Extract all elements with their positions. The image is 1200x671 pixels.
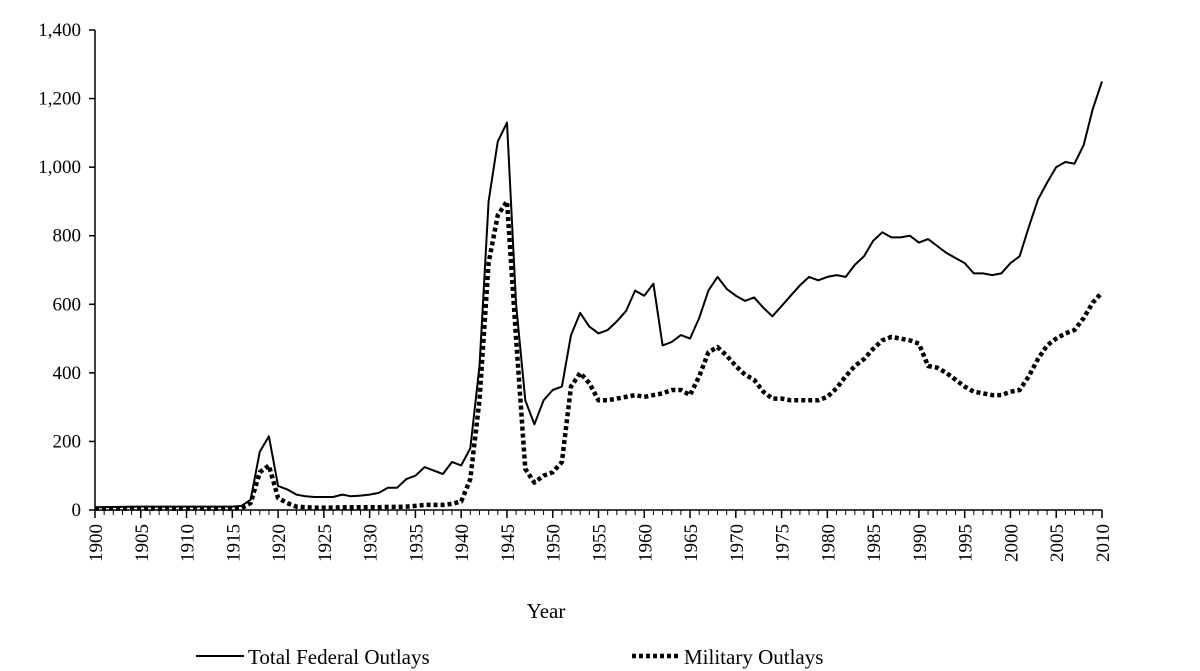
x-tick-label: 1970 — [727, 524, 748, 562]
military-outlays-line — [95, 199, 1104, 511]
x-tick-label: 2000 — [1001, 524, 1022, 562]
y-tick-label: 400 — [53, 363, 82, 384]
y-tick-label: 200 — [53, 431, 82, 452]
x-tick-label: 1925 — [315, 524, 336, 562]
y-tick-label: 1,400 — [38, 20, 81, 41]
y-axis-ticks: 0 200 400 600 800 1,000 1,200 1,400 — [38, 20, 95, 521]
y-tick-label: 0 — [72, 500, 82, 521]
x-tick-label: 2005 — [1047, 524, 1068, 562]
legend-label: Total Federal Outlays — [248, 645, 430, 669]
x-tick-label: 1945 — [498, 524, 519, 562]
x-tick-label: 2010 — [1093, 524, 1114, 562]
x-tick-label: 1920 — [269, 524, 290, 562]
x-tick-label: 1950 — [544, 524, 565, 562]
x-axis-title: Year — [527, 599, 566, 623]
x-tick-label: 1960 — [635, 524, 656, 562]
legend: Total Federal Outlays Military Outlays — [196, 645, 823, 669]
x-tick-label: 1980 — [818, 524, 839, 562]
x-tick-label: 1905 — [132, 524, 153, 562]
legend-label: Military Outlays — [684, 645, 823, 669]
x-tick-label: 1965 — [681, 524, 702, 562]
x-tick-label: 1995 — [956, 524, 977, 562]
x-tick-label: 1955 — [590, 524, 611, 562]
x-tick-label: 1990 — [910, 524, 931, 562]
x-tick-label: 1940 — [452, 524, 473, 562]
y-tick-label: 1,200 — [38, 89, 81, 110]
x-tick-label: 1915 — [223, 524, 244, 562]
x-tick-label: 1975 — [773, 524, 794, 562]
x-tick-label: 1930 — [361, 524, 382, 562]
x-axis-ticks: 1900 1905 1910 1915 1920 1925 1930 1935 1940 1945… — [86, 510, 1114, 562]
y-tick-label: 600 — [53, 294, 82, 315]
y-tick-label: 800 — [53, 226, 82, 247]
x-tick-label: 1985 — [864, 524, 885, 562]
x-tick-label: 1900 — [86, 524, 107, 562]
x-tick-label: 1910 — [178, 524, 199, 562]
x-tick-label: 1935 — [406, 524, 427, 562]
series-layer — [94, 81, 1104, 511]
total-federal-outlays-line — [94, 81, 1103, 509]
y-tick-label: 1,000 — [38, 157, 81, 178]
